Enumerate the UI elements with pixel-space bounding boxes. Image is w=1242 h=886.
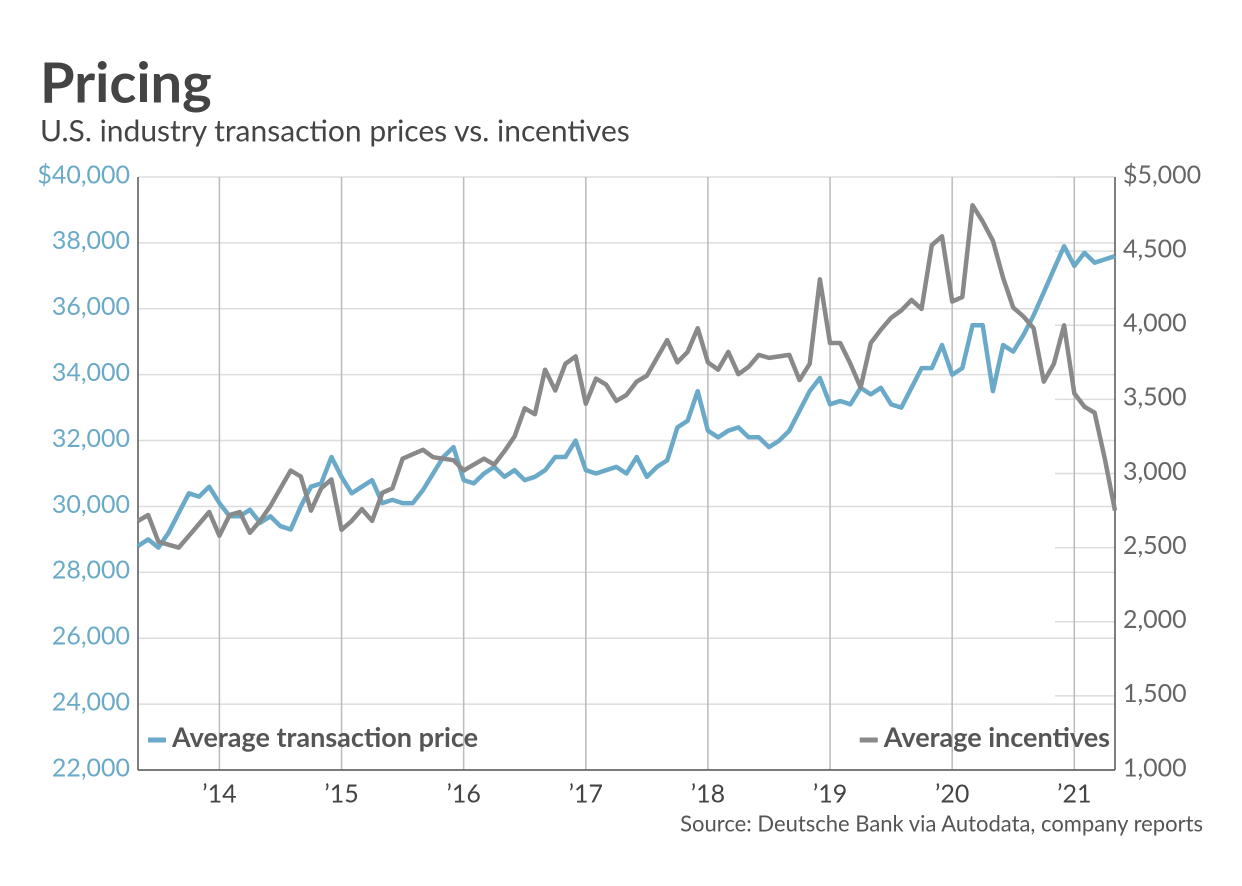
x-tick-label: ’18	[691, 778, 725, 808]
y-tick-label: 22,000	[52, 752, 130, 782]
y2-tick-label: $5,000	[1123, 159, 1201, 189]
x-tick-label: ’15	[324, 778, 358, 808]
y-tick-label: 26,000	[52, 621, 130, 651]
y2-tick-label: 1,500	[1123, 678, 1187, 708]
y2-tick-label: 3,500	[1123, 382, 1187, 412]
chart-subtitle: U.S. industry transaction prices vs. inc…	[40, 113, 630, 149]
y2-tick-label: 3,000	[1123, 456, 1187, 486]
x-tick-label: ’17	[569, 778, 603, 808]
y-tick-label: 34,000	[52, 357, 130, 387]
x-tick-label: ’19	[813, 778, 847, 808]
source-note: Source: Deutsche Bank via Autodata, comp…	[680, 810, 1203, 837]
y-tick-label: 24,000	[52, 686, 130, 716]
y2-tick-label: 2,000	[1123, 604, 1187, 634]
y2-tick-label: 4,500	[1123, 233, 1187, 263]
x-tick-label: ’14	[202, 778, 236, 808]
y2-tick-label: 2,500	[1123, 530, 1187, 560]
y-tick-label: 38,000	[52, 225, 130, 255]
y2-tick-label: 1,000	[1123, 752, 1187, 782]
y-tick-label: 28,000	[52, 555, 130, 585]
y2-tick-label: 4,000	[1123, 308, 1187, 338]
y-tick-label: 32,000	[52, 423, 130, 453]
x-tick-label: ’21	[1057, 778, 1091, 808]
series-line	[136, 202, 1118, 550]
chart-title: Pricing	[40, 47, 212, 114]
y-tick-label: $40,000	[37, 159, 130, 189]
x-tick-label: ’20	[935, 778, 969, 808]
x-tick-label: ’16	[446, 778, 480, 808]
legend-label: Average transaction price	[171, 720, 478, 753]
series-line	[136, 243, 1116, 550]
y-tick-label: 36,000	[52, 291, 130, 321]
legend-label: Average incentives	[883, 720, 1110, 753]
y-tick-label: 30,000	[52, 489, 130, 519]
